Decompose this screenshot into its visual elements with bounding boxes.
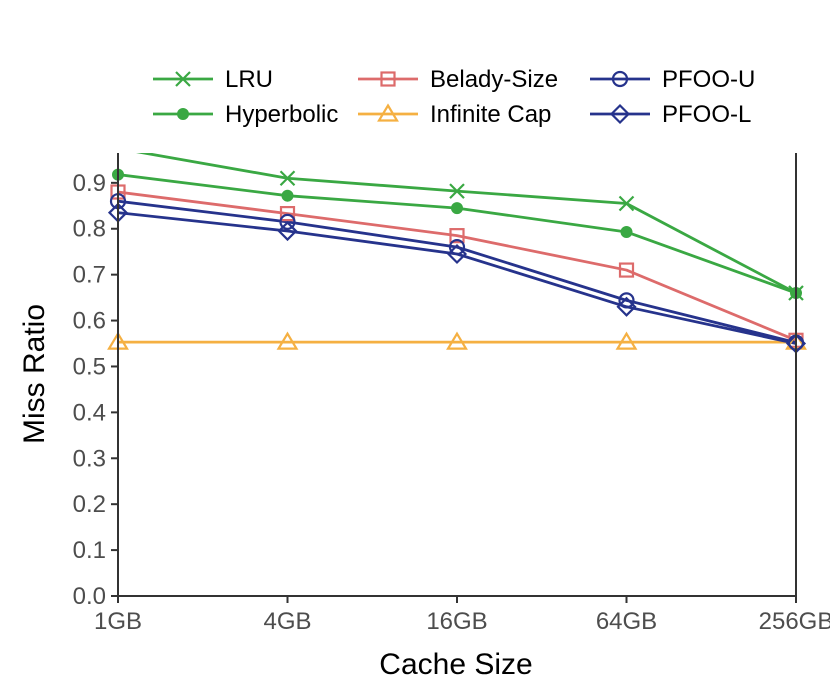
axes: 0.0 0.1 0.2 0.3 0.4 0.5 0.6 0.7 0.8 0.9 1GB 4GB 16GB…: [73, 153, 830, 635]
legend-label-lru: LRU: [225, 66, 273, 93]
data-point-infinite-cap: [615, 331, 638, 350]
legend-marker-infinite-cap: [377, 103, 399, 122]
legend-item-pfoo-l: PFOO-L: [590, 101, 751, 128]
data-point-lru: [618, 195, 635, 212]
data-point-pfoo-u: [279, 213, 296, 230]
x-tick-label: 64GB: [596, 608, 657, 635]
y-axis-title: Miss Ratio: [18, 304, 51, 444]
legend-label-belady-size: Belady-Size: [430, 66, 558, 93]
data-point-pfoo-l: [446, 243, 468, 265]
legend-marker-lru: [175, 71, 191, 87]
y-tick-label: 0.6: [73, 308, 106, 335]
data-point-belady-size: [618, 262, 635, 278]
legend: LRU Hyperbolic Belady-Size Infinite Cap PFOO…: [153, 66, 755, 128]
y-tick-label: 0.9: [73, 170, 106, 197]
legend-item-lru: LRU: [153, 66, 273, 93]
data-point-belady-size: [279, 205, 296, 222]
y-tick-label: 0.5: [73, 353, 106, 380]
legend-label-hyperbolic: Hyperbolic: [225, 101, 338, 128]
y-tick-label: 0.1: [73, 537, 106, 564]
data-point-pfoo-u: [618, 292, 635, 309]
series-line-belady-size: [118, 190, 796, 342]
legend-label-pfoo-l: PFOO-L: [662, 101, 751, 128]
x-tick-label: 256GB: [759, 608, 830, 635]
y-tick-label: 0.4: [73, 399, 106, 426]
legend-item-belady-size: Belady-Size: [358, 66, 558, 93]
data-point-infinite-cap: [446, 331, 468, 350]
legend-marker-hyperbolic: [177, 108, 189, 120]
legend-item-infinite-cap: Infinite Cap: [358, 101, 551, 128]
x-tick-label: 16GB: [426, 608, 487, 635]
x-tick-label: 1GB: [94, 608, 142, 635]
x-tick-label: 4GB: [263, 608, 311, 635]
legend-label-pfoo-u: PFOO-U: [662, 66, 755, 93]
legend-item-hyperbolic: Hyperbolic: [153, 101, 338, 128]
data-point-pfoo-l: [277, 220, 298, 242]
data-point-hyperbolic: [451, 202, 463, 215]
legend-marker-pfoo-l: [609, 103, 631, 125]
series-line-pfoo-l: [118, 211, 796, 345]
data-point-hyperbolic: [620, 225, 633, 238]
series-line-pfoo-u: [118, 199, 796, 344]
legend-marker-belady-size: [380, 71, 396, 87]
data-point-infinite-cap: [276, 331, 299, 350]
x-axis-title: Cache Size: [379, 648, 532, 681]
legend-item-pfoo-u: PFOO-U: [590, 66, 755, 93]
y-tick-label: 0.8: [73, 216, 106, 243]
data-point-lru: [279, 170, 296, 187]
data-point-lru: [449, 183, 465, 199]
y-tick-label: 0.2: [73, 491, 106, 518]
y-tick-label: 0.3: [73, 445, 106, 472]
data-point-pfoo-u: [448, 239, 466, 256]
y-tick-label: 0.0: [73, 583, 106, 610]
legend-marker-pfoo-u: [611, 70, 629, 88]
data-point-belady-size: [449, 228, 465, 244]
data-point-hyperbolic: [281, 189, 294, 202]
y-tick-label: 0.7: [73, 262, 106, 289]
series-line-lru: [136, 153, 796, 295]
legend-label-infinite-cap: Infinite Cap: [430, 101, 551, 128]
data-point-pfoo-l: [616, 296, 637, 317]
